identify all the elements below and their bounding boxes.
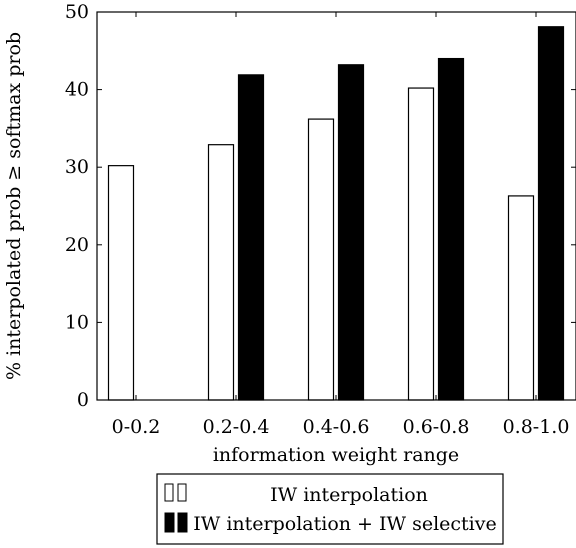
y-tick-label: 50 <box>65 1 89 23</box>
legend: IW interpolation IW interpolation + IW s… <box>156 473 504 545</box>
x-tick-label: 0.8-1.0 <box>503 416 570 438</box>
legend-box <box>156 473 504 545</box>
bar-iw-interpolation-0.2-0.4 <box>207 144 235 401</box>
x-axis-label: information weight range <box>213 444 459 466</box>
legend-label-iw-selective: IW interpolation + IW selective <box>193 513 496 535</box>
y-tick-label: 10 <box>65 311 89 333</box>
legend-swatch-iw-interpolation-b <box>177 483 187 502</box>
bar-iw-selective-0.4-0.6 <box>337 64 365 401</box>
bar-iw-selective-0.6-0.8 <box>437 57 465 401</box>
axes-frame <box>96 11 576 401</box>
legend-swatch-iw-interpolation-a <box>164 483 174 502</box>
bar-iw-interpolation-0.4-0.6 <box>307 118 335 401</box>
bar-iw-interpolation-0-0.2 <box>107 165 135 401</box>
y-axis-label: % interpolated prob ≥ softmax prob <box>3 32 25 380</box>
legend-swatch-iw-selective-b <box>177 512 188 533</box>
y-tick-label: 20 <box>65 234 89 256</box>
bar-iw-selective-0.8-1.0 <box>537 26 565 401</box>
y-tick-label: 30 <box>65 156 89 178</box>
x-tick-label: 0.6-0.8 <box>403 416 470 438</box>
y-tick-label: 40 <box>65 79 89 101</box>
legend-label-iw-interpolation: IW interpolation <box>270 484 428 506</box>
bar-iw-interpolation-0.6-0.8 <box>407 87 435 401</box>
legend-swatch-iw-selective-a <box>164 512 175 533</box>
x-tick-label: 0.2-0.4 <box>203 416 270 438</box>
x-axis-ticks: 0-0.2 0.2-0.4 0.4-0.6 0.6-0.8 0.8-1.0 <box>112 12 570 438</box>
bar-iw-selective-0.2-0.4 <box>237 74 265 401</box>
y-tick-label: 0 <box>77 389 89 411</box>
y-axis-ticks: 0 10 20 30 40 50 <box>65 1 576 411</box>
bar-iw-interpolation-0.8-1.0 <box>507 195 535 401</box>
x-tick-label: 0.4-0.6 <box>303 416 370 438</box>
bars-group <box>107 26 565 401</box>
x-tick-label: 0-0.2 <box>112 416 161 438</box>
